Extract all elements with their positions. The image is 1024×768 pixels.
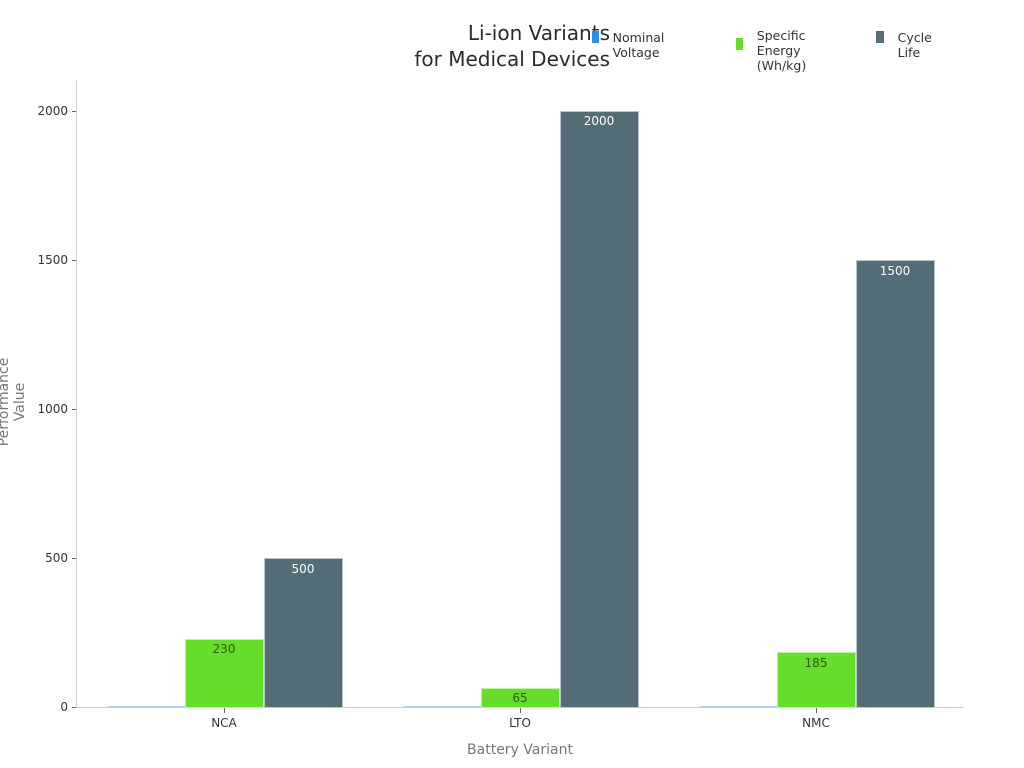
bar-value-label: 500 [291,562,315,576]
bar-value-label: 65 [512,691,528,705]
legend-item-cycle-life[interactable]: Cycle Life [876,28,936,60]
x-tick [520,708,521,713]
bar-nmc-specific-energy[interactable] [777,652,856,708]
y-tick-label: 500 [45,551,68,565]
legend-swatch-icon [736,38,743,50]
y-axis-line [76,80,77,708]
y-tick [72,558,76,559]
y-tick [72,111,76,112]
chart-title: Li-ion Variants for Medical Devices [400,20,610,72]
bar-value-label: 230 [212,642,236,656]
chart-title-line-2: for Medical Devices [414,47,610,71]
bar-nmc-nominal-voltage[interactable] [699,706,777,708]
y-tick [72,707,76,708]
bar-lto-nominal-voltage[interactable] [403,706,481,708]
bar-nca-nominal-voltage[interactable] [107,706,185,708]
y-tick [72,260,76,261]
y-tick-label: 1000 [37,402,68,416]
bar-value-label: 185 [804,656,828,670]
bar-lto-specific-energy[interactable] [481,688,560,708]
bar-nmc-cycle-life[interactable] [856,260,935,708]
bar-value-label: 1500 [879,264,911,278]
x-tick-label-nca: NCA [211,716,237,730]
bar-nca-cycle-life[interactable] [264,558,343,708]
y-tick [72,409,76,410]
bar-nca-specific-energy[interactable] [185,639,264,708]
legend-label-line-2: (Wh/kg) [756,58,807,73]
legend-item-nominal-voltage[interactable]: Nominal Voltage [592,28,670,60]
x-tick-label-nmc: NMC [802,716,830,730]
legend-label: Cycle Life [897,30,932,60]
legend-label: Nominal Voltage [612,30,665,60]
x-tick-label-lto: LTO [509,716,531,730]
bar-lto-cycle-life[interactable] [560,111,639,708]
y-axis-title: Performance Value [0,357,28,447]
legend-swatch-icon [592,31,599,43]
y-tick-label: 0 [60,700,68,714]
y-tick-label: 1500 [37,253,68,267]
x-axis-title: Battery Variant [467,742,573,758]
legend-item-specific-energy[interactable]: Specific Energy (Wh/kg) [736,28,811,73]
bar-value-label: 2000 [583,114,615,128]
legend-label-line-1: Specific Energy [756,28,806,58]
x-tick [224,708,225,713]
x-tick [816,708,817,713]
y-tick-label: 2000 [37,104,68,118]
chart-title-line-1: Li-ion Variants [467,21,610,45]
legend-swatch-icon [876,31,884,43]
